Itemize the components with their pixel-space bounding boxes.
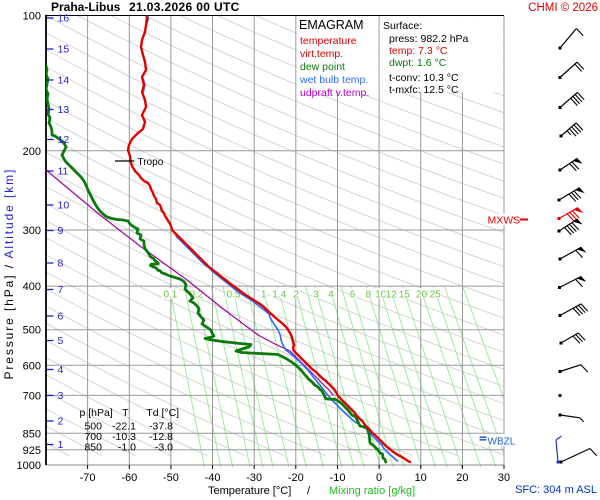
svg-text:10: 10 <box>375 289 387 300</box>
svg-text:5: 5 <box>58 335 64 347</box>
svg-text:Surface:: Surface: <box>383 20 422 32</box>
svg-text:-70: -70 <box>80 472 96 484</box>
svg-text:-60: -60 <box>121 472 137 484</box>
svg-text:EMAGRAM: EMAGRAM <box>299 18 364 32</box>
svg-text:15: 15 <box>58 44 70 56</box>
svg-text:MXWS: MXWS <box>488 215 521 227</box>
svg-text:600: 600 <box>23 360 41 372</box>
svg-text:3: 3 <box>314 289 320 300</box>
svg-text:1.4: 1.4 <box>272 289 286 300</box>
svg-text:20: 20 <box>456 472 468 484</box>
svg-text:t-mxfc: 12.5 °C: t-mxfc: 12.5 °C <box>389 84 459 96</box>
svg-text:1: 1 <box>261 289 267 300</box>
svg-text:t-conv: 10.3 °C: t-conv: 10.3 °C <box>389 72 459 84</box>
svg-text:dwpt: 1.6 °C: dwpt: 1.6 °C <box>389 57 447 69</box>
svg-text:2: 2 <box>58 416 64 428</box>
svg-text:0: 0 <box>376 472 382 484</box>
svg-text:Praha-Libus: Praha-Libus <box>51 0 121 14</box>
svg-text:0.5: 0.5 <box>227 289 241 300</box>
svg-text:100: 100 <box>23 11 41 23</box>
svg-text:1: 1 <box>58 439 64 451</box>
svg-text:-10.3: -10.3 <box>112 431 136 443</box>
svg-text:500: 500 <box>23 325 41 337</box>
svg-text:p [hPa]: p [hPa] <box>80 407 113 419</box>
svg-text:12: 12 <box>58 134 70 146</box>
svg-text:Tropo: Tropo <box>138 157 164 168</box>
svg-text:400: 400 <box>23 281 41 293</box>
svg-text:925: 925 <box>23 445 41 457</box>
svg-text:udpraft v.temp.: udpraft v.temp. <box>300 87 369 99</box>
svg-text:850: 850 <box>84 442 102 454</box>
svg-text:-37.8: -37.8 <box>149 421 173 433</box>
svg-text:2: 2 <box>293 289 299 300</box>
svg-text:15: 15 <box>399 289 411 300</box>
svg-text:10: 10 <box>58 200 70 212</box>
svg-text:11: 11 <box>58 166 69 178</box>
svg-text:20: 20 <box>416 289 428 300</box>
svg-text:1000: 1000 <box>17 460 41 472</box>
svg-text:T: T <box>122 407 129 419</box>
svg-text:-20: -20 <box>288 472 304 484</box>
svg-text:3: 3 <box>58 390 64 402</box>
svg-text:6: 6 <box>58 311 64 323</box>
svg-text:-12.8: -12.8 <box>149 431 173 443</box>
svg-text:6: 6 <box>350 289 356 300</box>
svg-text:-3.0: -3.0 <box>155 442 173 454</box>
svg-text:16: 16 <box>58 13 70 25</box>
svg-text:-30: -30 <box>246 472 262 484</box>
svg-text:4: 4 <box>328 289 334 300</box>
svg-text:dew point: dew point <box>300 61 345 73</box>
svg-text:Mixing ratio [g/kg]: Mixing ratio [g/kg] <box>329 485 415 497</box>
svg-text:8: 8 <box>366 289 372 300</box>
svg-text:30: 30 <box>498 472 510 484</box>
svg-text:0.2: 0.2 <box>189 289 203 300</box>
svg-text:-50: -50 <box>163 472 179 484</box>
svg-text:8: 8 <box>58 258 64 270</box>
svg-text:21.03.2026 00 UTC: 21.03.2026 00 UTC <box>129 0 240 14</box>
svg-text:CHMI © 2026: CHMI © 2026 <box>528 2 598 14</box>
svg-text:500: 500 <box>84 421 102 433</box>
svg-text:SFC: 304 m ASL: SFC: 304 m ASL <box>515 484 597 496</box>
svg-text:10: 10 <box>415 472 427 484</box>
svg-text:virt.temp.: virt.temp. <box>300 48 343 60</box>
svg-text:12: 12 <box>386 289 398 300</box>
svg-text:-40: -40 <box>205 472 221 484</box>
svg-text:7: 7 <box>58 284 64 296</box>
svg-text:13: 13 <box>58 104 70 116</box>
svg-text:/: / <box>307 485 311 497</box>
svg-text:700: 700 <box>23 390 41 402</box>
svg-text:press: 982.2 hPa: press: 982.2 hPa <box>389 33 469 45</box>
svg-text:Pressure [hPa] / Altitude [km]: Pressure [hPa] / Altitude [km] <box>2 168 16 380</box>
svg-text:Td [°C]: Td [°C] <box>146 407 179 419</box>
svg-text:9: 9 <box>58 225 64 237</box>
svg-text:wet bulb temp.: wet bulb temp. <box>299 74 368 86</box>
svg-text:700: 700 <box>84 431 102 443</box>
svg-text:300: 300 <box>23 225 41 237</box>
svg-text:-22.1: -22.1 <box>112 421 136 433</box>
svg-text:-10: -10 <box>330 472 346 484</box>
svg-text:temp: 7.3 °C: temp: 7.3 °C <box>389 45 448 57</box>
svg-text:-1.0: -1.0 <box>118 442 136 454</box>
svg-text:0.1: 0.1 <box>163 289 177 300</box>
svg-text:Temperature [°C]: Temperature [°C] <box>208 485 291 497</box>
svg-text:14: 14 <box>58 75 70 87</box>
svg-text:temperature: temperature <box>300 35 357 47</box>
svg-text:WBZL: WBZL <box>488 436 516 447</box>
svg-text:200: 200 <box>23 146 41 158</box>
svg-text:25: 25 <box>430 289 442 300</box>
svg-text:850: 850 <box>23 428 41 440</box>
svg-text:4: 4 <box>58 364 64 376</box>
